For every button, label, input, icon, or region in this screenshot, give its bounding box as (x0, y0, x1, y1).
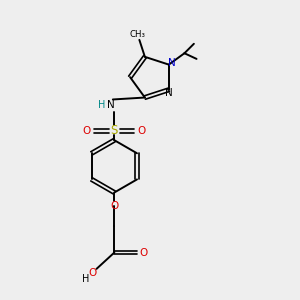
Text: N: N (107, 100, 115, 110)
Text: O: O (88, 268, 97, 278)
Text: O: O (110, 202, 118, 212)
Text: O: O (139, 248, 147, 257)
Text: CH₃: CH₃ (130, 30, 146, 39)
Text: N: N (169, 58, 176, 68)
Text: H: H (82, 274, 90, 284)
Text: N: N (165, 88, 173, 98)
Text: H: H (98, 100, 106, 110)
Text: S: S (111, 124, 118, 137)
Text: O: O (83, 126, 91, 136)
Text: O: O (138, 126, 146, 136)
